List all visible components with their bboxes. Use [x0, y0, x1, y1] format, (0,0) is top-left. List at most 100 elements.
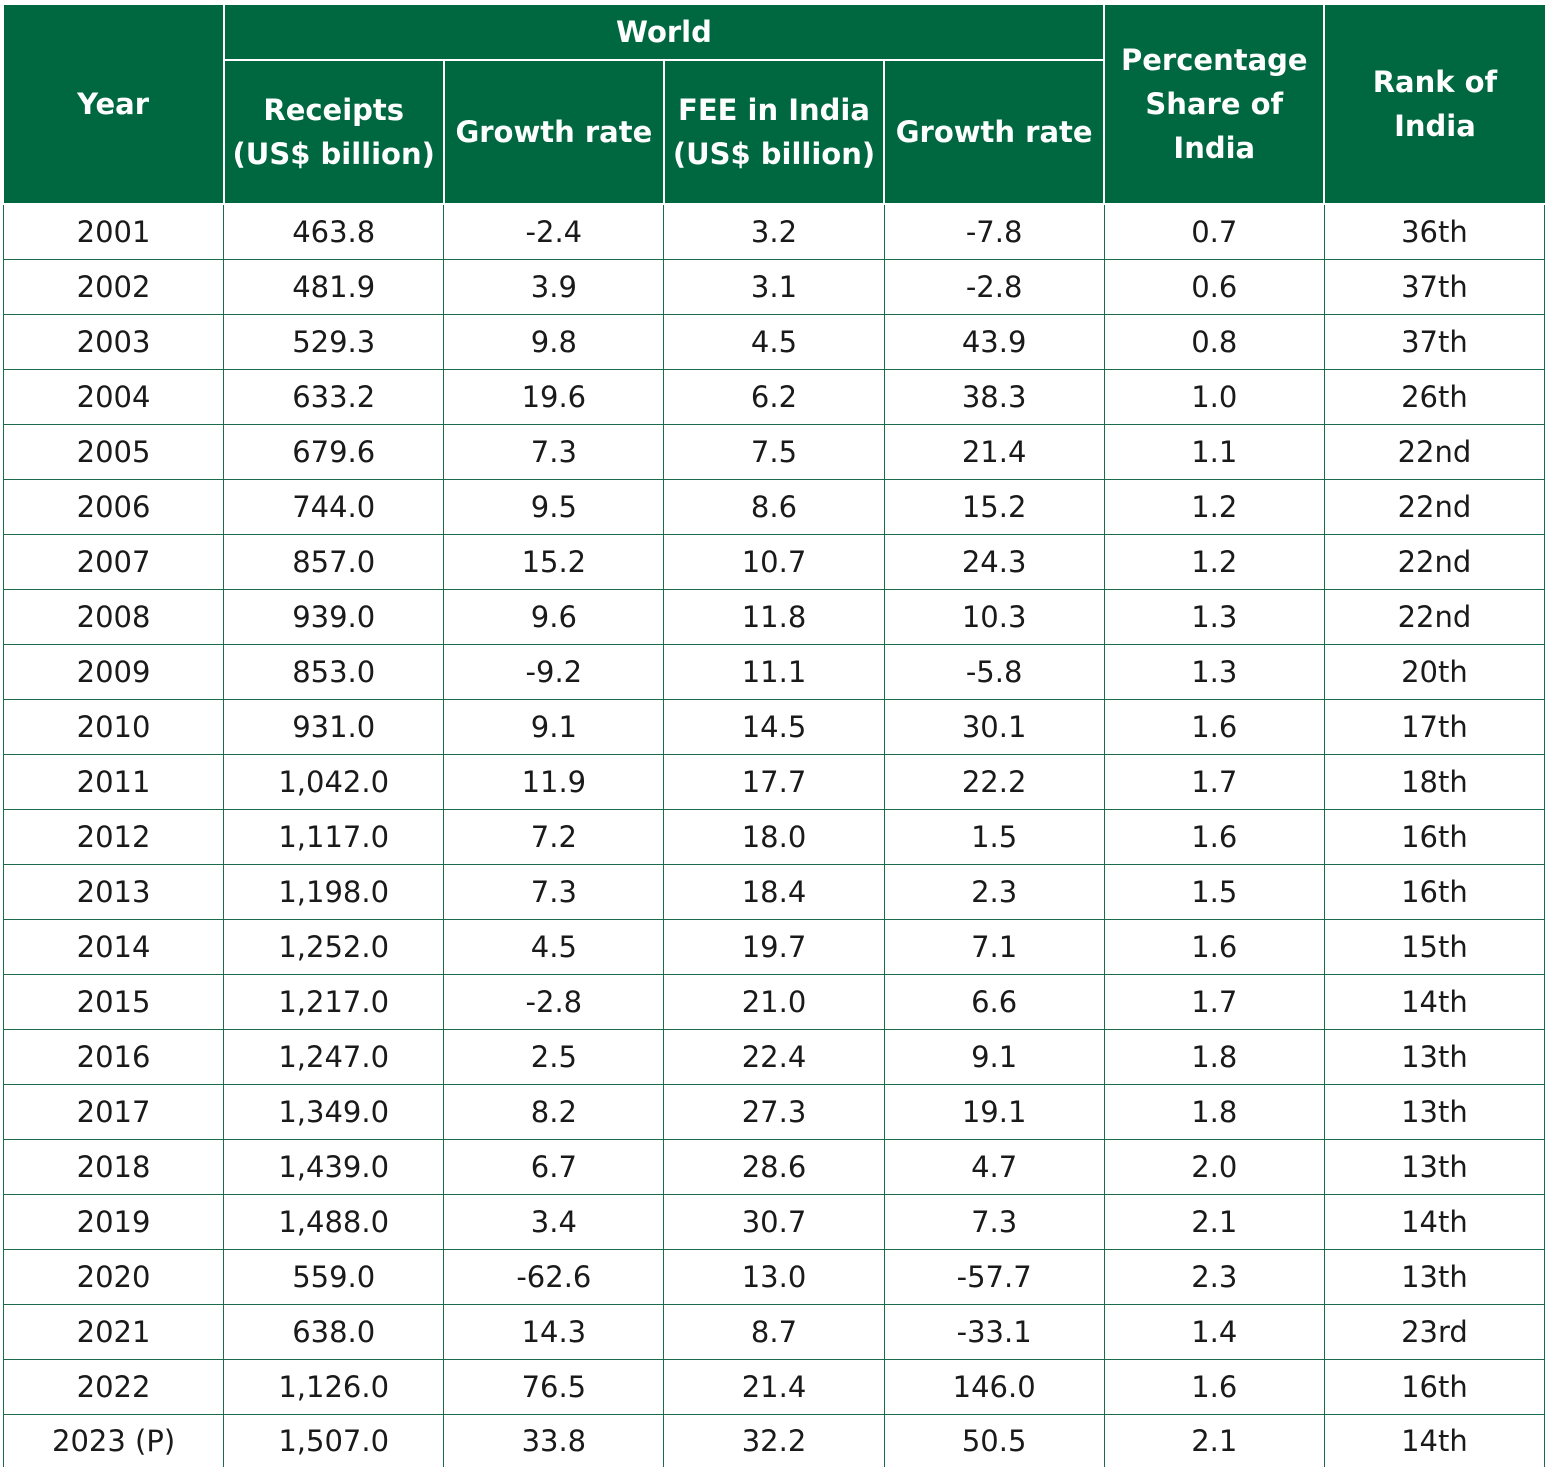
year-cell: 2010 [2, 699, 225, 755]
world-growth-cell: -9.2 [443, 644, 665, 700]
receipts-cell: 679.6 [223, 424, 445, 480]
receipts-cell: 638.0 [223, 1304, 445, 1360]
share-cell: 1.2 [1103, 479, 1325, 535]
fee-cell: 30.7 [663, 1194, 885, 1250]
fee-cell: 22.4 [663, 1029, 885, 1085]
table-row: 2011 1,042.0 11.9 17.7 22.2 1.7 18th [2, 754, 1546, 810]
rank-cell: 16th [1323, 864, 1546, 920]
rank-cell: 15th [1323, 919, 1546, 975]
receipts-cell: 559.0 [223, 1249, 445, 1305]
rank-cell: 13th [1323, 1139, 1546, 1195]
table-row: 2008 939.0 9.6 11.8 10.3 1.3 22nd [2, 589, 1546, 645]
table-row: 2007 857.0 15.2 10.7 24.3 1.2 22nd [2, 534, 1546, 590]
year-cell: 2023 (P) [2, 1414, 225, 1467]
world-growth-cell: 3.4 [443, 1194, 665, 1250]
year-cell: 2004 [2, 369, 225, 425]
fee-growth-cell: 7.3 [883, 1194, 1105, 1250]
year-cell: 2003 [2, 314, 225, 370]
receipts-cell: 1,252.0 [223, 919, 445, 975]
share-cell: 1.4 [1103, 1304, 1325, 1360]
share-cell: 1.2 [1103, 534, 1325, 590]
fee-cell: 11.1 [663, 644, 885, 700]
world-growth-cell: 7.2 [443, 809, 665, 865]
share-cell: 1.7 [1103, 974, 1325, 1030]
table-row: 2020 559.0 -62.6 13.0 -57.7 2.3 13th [2, 1249, 1546, 1305]
rank-cell: 13th [1323, 1249, 1546, 1305]
fee-growth-cell: -5.8 [883, 644, 1105, 700]
receipts-cell: 939.0 [223, 589, 445, 645]
share-cell: 1.3 [1103, 589, 1325, 645]
receipts-cell: 1,042.0 [223, 754, 445, 810]
rank-cell: 16th [1323, 1359, 1546, 1415]
rank-cell: 23rd [1323, 1304, 1546, 1360]
year-cell: 2012 [2, 809, 225, 865]
table-row: 2005 679.6 7.3 7.5 21.4 1.1 22nd [2, 424, 1546, 480]
year-header: Year [3, 5, 225, 205]
receipts-cell: 463.8 [223, 203, 445, 260]
share-cell: 0.6 [1103, 259, 1325, 315]
year-cell: 2002 [2, 259, 225, 315]
share-cell: 1.6 [1103, 1359, 1325, 1415]
fee-growth-cell: 10.3 [883, 589, 1105, 645]
share-cell: 1.6 [1103, 699, 1325, 755]
receipts-cell: 1,247.0 [223, 1029, 445, 1085]
table-row: 2022 1,126.0 76.5 21.4 146.0 1.6 16th [2, 1359, 1546, 1415]
world-growth-cell: 3.9 [443, 259, 665, 315]
fee-growth-cell: 43.9 [883, 314, 1105, 370]
world-growth-cell: 8.2 [443, 1084, 665, 1140]
year-cell: 2006 [2, 479, 225, 535]
fee-growth-cell: 19.1 [883, 1084, 1105, 1140]
receipts-cell: 481.9 [223, 259, 445, 315]
world-growth-cell: 7.3 [443, 424, 665, 480]
world-growth-cell: 9.6 [443, 589, 665, 645]
share-cell: 1.5 [1103, 864, 1325, 920]
fee-growth-cell: 146.0 [883, 1359, 1105, 1415]
year-cell: 2021 [2, 1304, 225, 1360]
fee-growth-cell: 7.1 [883, 919, 1105, 975]
rank-cell: 18th [1323, 754, 1546, 810]
year-cell: 2009 [2, 644, 225, 700]
rank-cell: 26th [1323, 369, 1546, 425]
fee-growth-cell: 2.3 [883, 864, 1105, 920]
world-growth-cell: 76.5 [443, 1359, 665, 1415]
fee-cell: 3.2 [663, 203, 885, 260]
world-growth-cell: -62.6 [443, 1249, 665, 1305]
world-growth-cell: 9.5 [443, 479, 665, 535]
world-growth-header: Growth rate [442, 60, 665, 205]
world-growth-cell: 9.1 [443, 699, 665, 755]
year-cell: 2007 [2, 534, 225, 590]
share-header: Percentage Share of India [1103, 5, 1326, 205]
fee-growth-cell: 30.1 [883, 699, 1105, 755]
share-cell: 2.0 [1103, 1139, 1325, 1195]
rank-header: Rank of India [1323, 5, 1545, 205]
world-growth-cell: 11.9 [443, 754, 665, 810]
year-cell: 2014 [2, 919, 225, 975]
fee-cell: 4.5 [663, 314, 885, 370]
share-cell: 1.7 [1103, 754, 1325, 810]
world-growth-cell: -2.4 [443, 203, 665, 260]
year-cell: 2011 [2, 754, 225, 810]
share-cell: 1.1 [1103, 424, 1325, 480]
receipts-cell: 1,217.0 [223, 974, 445, 1030]
table-row: 2009 853.0 -9.2 11.1 -5.8 1.3 20th [2, 644, 1546, 700]
receipts-cell: 857.0 [223, 534, 445, 590]
year-cell: 2005 [2, 424, 225, 480]
table-header: Year World Percentage Share of India Ran… [3, 5, 1545, 205]
share-cell: 1.3 [1103, 644, 1325, 700]
rank-cell: 37th [1323, 259, 1546, 315]
receipts-cell: 744.0 [223, 479, 445, 535]
world-growth-cell: 4.5 [443, 919, 665, 975]
share-cell: 2.1 [1103, 1414, 1325, 1467]
fee-cell: 28.6 [663, 1139, 885, 1195]
world-growth-cell: 33.8 [443, 1414, 665, 1467]
table-row: 2018 1,439.0 6.7 28.6 4.7 2.0 13th [2, 1139, 1546, 1195]
receipts-cell: 1,126.0 [223, 1359, 445, 1415]
rank-cell: 22nd [1323, 424, 1546, 480]
fee-growth-cell: -7.8 [883, 203, 1105, 260]
fee-cell: 21.4 [663, 1359, 885, 1415]
receipts-cell: 1,117.0 [223, 809, 445, 865]
receipts-cell: 931.0 [223, 699, 445, 755]
fee-growth-cell: 24.3 [883, 534, 1105, 590]
share-cell: 0.8 [1103, 314, 1325, 370]
world-growth-cell: 7.3 [443, 864, 665, 920]
